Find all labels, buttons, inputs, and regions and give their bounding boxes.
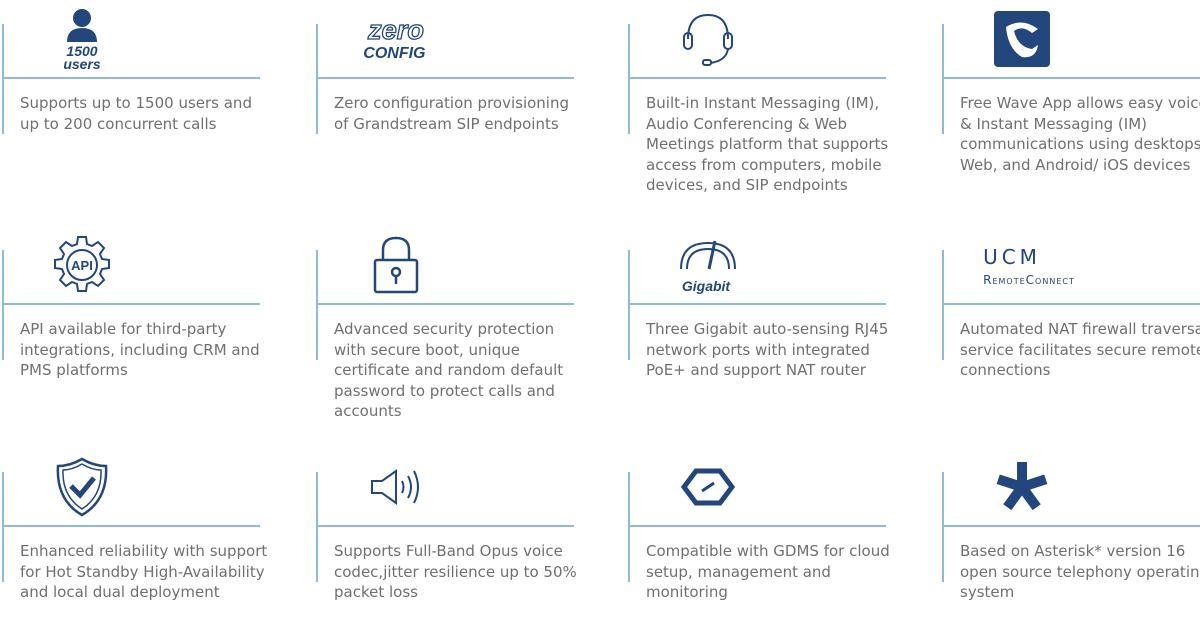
divider [942,303,1200,305]
speaker-icon [356,452,436,522]
wave-app-icon [982,4,1062,74]
feature-description: Compatible with GDMS for cloud setup, ma… [646,542,890,601]
divider [628,303,886,305]
divider [316,250,318,360]
icon-label: RemoteConnect [983,273,1075,287]
icon-label: zero [367,14,424,45]
api-gear-icon: API [42,230,122,300]
feature-description: Enhanced reliability with support for Ho… [20,542,268,601]
shield-check-icon [42,452,122,522]
feature-description: Free Wave App allows easy voice & Instan… [960,94,1200,174]
feature-description: Based on Asterisk* version 16 open sourc… [960,542,1200,601]
feature-card: Advanced security protection with secure… [316,228,574,420]
feature-card: Free Wave App allows easy voice & Instan… [942,2,1200,174]
divider [2,525,260,527]
divider [2,250,4,360]
divider [628,472,630,582]
divider [316,303,574,305]
divider [942,250,944,360]
divider [316,472,318,582]
ucm-remoteconnect-logo: UCM RemoteConnect [952,230,1132,300]
divider [2,472,4,582]
divider [628,250,630,360]
icon-label: CONFIG [363,45,425,62]
feature-description: Three Gigabit auto-sensing RJ45 network … [646,320,889,379]
divider [942,525,1200,527]
icon-label: UCM [983,245,1041,269]
divider [942,77,1200,79]
feature-card: zero CONFIG Zero configuration provisionin… [316,2,574,152]
divider [628,77,886,79]
feature-description: Supports up to 1500 users and up to 200 … [20,94,252,133]
divider [2,24,4,134]
feature-description: Automated NAT firewall traversal service… [960,320,1200,379]
divider [2,77,260,79]
feature-description: Built-in Instant Messaging (IM), Audio C… [646,94,889,194]
feature-card: Gigabit Three Gigabit auto-sensing RJ45 n… [628,228,888,379]
feature-card: Based on Asterisk* version 16 open sourc… [942,450,1200,601]
user-icon: 1500 users [42,4,122,74]
divider [942,24,944,134]
zero-config-logo: zero CONFIG [356,4,436,74]
divider [316,525,574,527]
divider [316,77,574,79]
gdms-icon [668,452,748,522]
feature-description: Supports Full-Band Opus voice codec,jitt… [334,542,577,601]
divider [942,472,944,582]
icon-label: 1500 [66,43,97,59]
feature-card: Built-in Instant Messaging (IM), Audio C… [628,2,888,194]
feature-description: Zero configuration provisioning of Grand… [334,94,569,133]
feature-description: API available for third-party integratio… [20,320,260,379]
asterisk-icon [982,452,1062,522]
icon-label: API [71,258,93,273]
feature-card: UCM RemoteConnect Automated NAT firewall t… [942,228,1200,379]
divider [2,303,260,305]
feature-card: Supports Full-Band Opus voice codec,jitt… [316,450,577,601]
icon-label: users [63,56,101,72]
padlock-icon [356,230,436,300]
feature-description: Advanced security protection with secure… [334,320,564,420]
divider [628,525,886,527]
feature-card: 1500 users Supports up to 1500 users and u… [2,2,260,152]
gigabit-speedometer-icon: Gigabit [668,230,748,300]
feature-card: API API available for third-party integra… [2,228,260,379]
icon-label: Gigabit [682,278,732,294]
headset-icon [668,4,748,74]
divider [628,24,630,134]
feature-card: Compatible with GDMS for cloud setup, ma… [628,450,890,601]
feature-card: Enhanced reliability with support for Ho… [2,450,267,601]
divider [316,24,318,134]
